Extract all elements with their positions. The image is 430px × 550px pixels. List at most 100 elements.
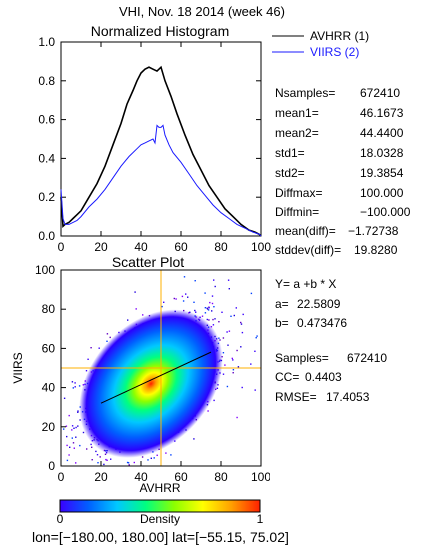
y-tick-label: 0.0 [38, 229, 55, 243]
density-speck [106, 333, 109, 335]
density-speck [232, 372, 234, 374]
density-speck [236, 416, 238, 419]
fit-equation: Y= a +b * X [275, 277, 337, 291]
stat-value-mean-diff: −1.72738 [348, 224, 399, 238]
density-speck [181, 295, 184, 298]
stat-label-std2: std2= [275, 166, 305, 180]
density-speck [82, 431, 85, 434]
density-speck [224, 364, 226, 366]
x-tick-label: 20 [94, 240, 108, 254]
density-speck [226, 385, 229, 388]
density-speck [175, 298, 177, 300]
density-speck [214, 285, 216, 288]
x-tick-label: 40 [134, 240, 148, 254]
x-axis-label: AVHRR [139, 481, 180, 495]
colorbar-max-label: 1 [257, 512, 264, 526]
density-speck [204, 292, 206, 294]
x-tick-label: 80 [214, 240, 228, 254]
density-speck [150, 457, 152, 459]
density-speck [71, 425, 74, 427]
density-speck [232, 359, 234, 361]
legend-label-viirs: VIIRS (2) [310, 45, 360, 59]
density-speck [226, 331, 228, 333]
density-speck [213, 279, 215, 281]
density-speck [254, 350, 256, 352]
y-tick-label: 60 [42, 341, 56, 355]
density-speck [127, 462, 130, 464]
density-speck [165, 452, 167, 454]
stat-value-nsamples: 672410 [360, 86, 401, 100]
density-speck [209, 301, 211, 304]
density-speck [133, 461, 135, 464]
density-speck [99, 456, 101, 458]
density-speck [74, 382, 76, 384]
density-speck [219, 339, 221, 341]
y-tick-label: 0.2 [38, 190, 55, 204]
x-tick-label: 20 [94, 470, 108, 484]
density-speck [147, 459, 149, 461]
density-speck [142, 314, 144, 316]
density-speck [222, 373, 225, 375]
x-tick-label: 60 [174, 470, 188, 484]
y-tick-label: 0.4 [38, 151, 55, 165]
density-speck [170, 454, 172, 456]
stat-label-mean-diff: mean(diff)= [275, 224, 336, 238]
density-speck [68, 454, 70, 456]
colorbar-gradient [59, 499, 261, 513]
density-speck [227, 279, 230, 281]
density-speck [109, 336, 111, 339]
stat-value-diffmax: 100.000 [360, 186, 404, 200]
series-line-avhrr [60, 65, 262, 237]
density-speck [63, 428, 65, 430]
density-speck [77, 410, 79, 412]
density-speck [250, 292, 253, 295]
density-speck [201, 315, 204, 317]
density-speck [91, 459, 93, 461]
density-speck [212, 324, 215, 326]
density-speck [207, 309, 210, 311]
stat-label-stddev-diff: stddev(diff)= [275, 243, 342, 257]
density-speck [79, 444, 81, 447]
density-speck [211, 302, 214, 305]
density-speck [218, 321, 220, 323]
density-speck [206, 307, 208, 309]
x-tick-label: 40 [134, 470, 148, 484]
density-speck [228, 330, 231, 332]
density-speck [193, 301, 195, 303]
y-tick-label: 40 [42, 381, 56, 395]
density-speck [208, 319, 210, 321]
density-speck [218, 337, 220, 339]
legend-label-avhrr: AVHRR (1) [310, 29, 370, 43]
density-speck [231, 357, 233, 360]
density-speck [213, 399, 215, 402]
density-speck [72, 387, 74, 389]
density-speck [207, 410, 209, 412]
histogram-title: Normalized Histogram [91, 23, 229, 39]
x-tick-label: 80 [214, 470, 228, 484]
density-speck [78, 385, 81, 387]
density-speck [240, 321, 242, 324]
density-speck [194, 280, 196, 282]
density-speck [85, 370, 88, 372]
density-speck [193, 438, 195, 440]
density-speck [77, 411, 79, 413]
cc-value: 0.4403 [305, 370, 342, 384]
density-speck [96, 454, 99, 456]
y-tick-label: 80 [42, 302, 56, 316]
x-tick-label: 0 [58, 470, 65, 484]
density-speck [241, 386, 243, 389]
density-speck [72, 442, 75, 444]
density-speck [79, 419, 81, 421]
y-tick-label: 1.0 [38, 35, 55, 49]
density-speck [75, 436, 77, 438]
density-speck [236, 349, 238, 352]
fit-a-value: 22.5809 [297, 297, 341, 311]
colorbar-min-label: 0 [57, 512, 64, 526]
density-speck [106, 459, 108, 461]
density-speck [221, 311, 223, 313]
y-tick-label: 0 [48, 459, 55, 473]
coordinate-range: lon=[−180.00, 180.00] lat=[−55.15, 75.02… [32, 529, 289, 545]
density-speck [127, 319, 129, 321]
density-speck [241, 331, 244, 334]
density-speck [161, 305, 163, 308]
